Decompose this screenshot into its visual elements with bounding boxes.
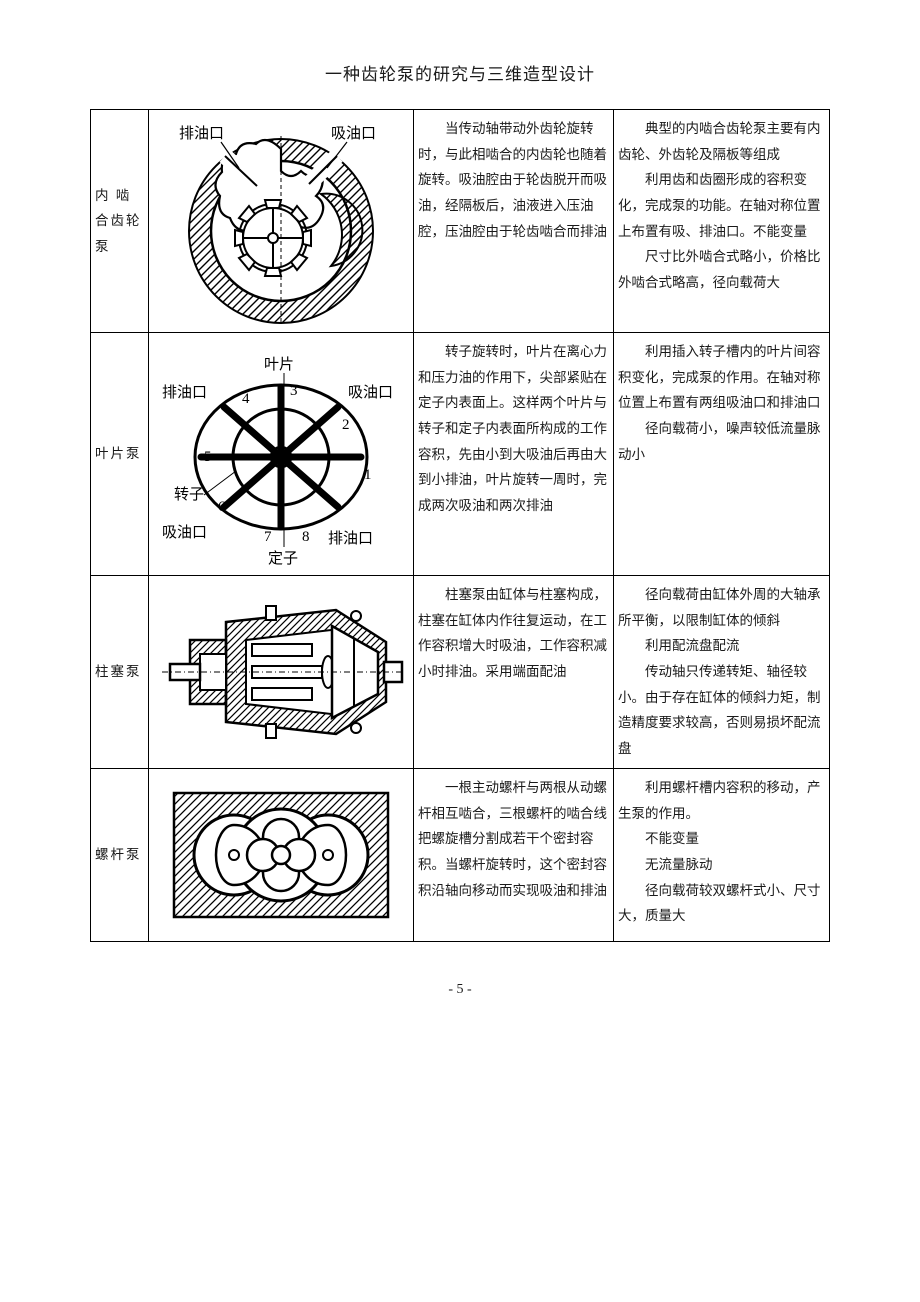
pump-name: 叶片泵: [91, 333, 149, 576]
pump-comparison-table: 内 啮 合齿轮泵: [90, 109, 830, 942]
pump-features: 利用插入转子槽内的叶片间容积变化，完成泵的作用。在轴对称位置上布置有两组吸油口和…: [614, 333, 830, 576]
label-rotor: 转子: [174, 486, 204, 503]
table-row: 叶片泵: [91, 333, 830, 576]
label-suction-port: 吸油口: [331, 125, 376, 142]
page-number: - 5 -: [90, 982, 830, 998]
pump-name: 内 啮 合齿轮泵: [91, 110, 149, 333]
svg-text:8: 8: [302, 529, 310, 545]
label-discharge-port: 排油口: [162, 384, 207, 401]
pump-features: 利用螺杆槽内容积的移动，产生泵的作用。 不能变量 无流量脉动 径向载荷较双螺杆式…: [614, 769, 830, 942]
pump-diagram-vane: 1 2 3 4 5 6 7 8 叶片 排油口 吸油口 转子 吸油口 排油口 定子: [149, 333, 414, 576]
pump-name: 柱塞泵: [91, 576, 149, 769]
label-stator: 定子: [268, 550, 298, 567]
svg-text:4: 4: [242, 391, 250, 407]
pump-diagram-screw: [149, 769, 414, 942]
table-row: 内 啮 合齿轮泵: [91, 110, 830, 333]
pump-features: 径向载荷由缸体外周的大轴承所平衡，以限制缸体的倾斜 利用配流盘配流 传动轴只传递…: [614, 576, 830, 769]
label-suction-port-2: 吸油口: [162, 524, 207, 541]
svg-text:1: 1: [364, 467, 372, 483]
pump-description: 转子旋转时，叶片在离心力和压力油的作用下，尖部紧贴在定子内表面上。这样两个叶片与…: [414, 333, 614, 576]
svg-text:3: 3: [290, 383, 298, 399]
pump-features: 典型的内啮合齿轮泵主要有内齿轮、外齿轮及隔板等组成 利用齿和齿圈形成的容积变化，…: [614, 110, 830, 333]
table-row: 螺杆泵: [91, 769, 830, 942]
label-suction-port: 吸油口: [348, 384, 393, 401]
pump-diagram-piston: [149, 576, 414, 769]
page-title: 一种齿轮泵的研究与三维造型设计: [90, 60, 830, 85]
pump-description: 一根主动螺杆与两根从动螺杆相互啮合，三根螺杆的啮合线把螺旋槽分割成若干个密封容积…: [414, 769, 614, 942]
pump-diagram-internal-gear: 排油口 吸油口: [149, 110, 414, 333]
pump-description: 柱塞泵由缸体与柱塞构成，柱塞在缸体内作往复运动，在工作容积增大时吸油，工作容积减…: [414, 576, 614, 769]
pump-name: 螺杆泵: [91, 769, 149, 942]
table-row: 柱塞泵: [91, 576, 830, 769]
label-discharge-port-2: 排油口: [328, 530, 373, 547]
label-discharge-port: 排油口: [179, 125, 224, 142]
svg-text:7: 7: [264, 529, 272, 545]
svg-text:2: 2: [342, 417, 350, 433]
svg-text:6: 6: [218, 499, 226, 515]
label-vane: 叶片: [264, 356, 294, 373]
svg-text:5: 5: [204, 449, 212, 465]
pump-description: 当传动轴带动外齿轮旋转时，与此相啮合的内齿轮也随着旋转。吸油腔由于轮齿脱开而吸油…: [414, 110, 614, 333]
